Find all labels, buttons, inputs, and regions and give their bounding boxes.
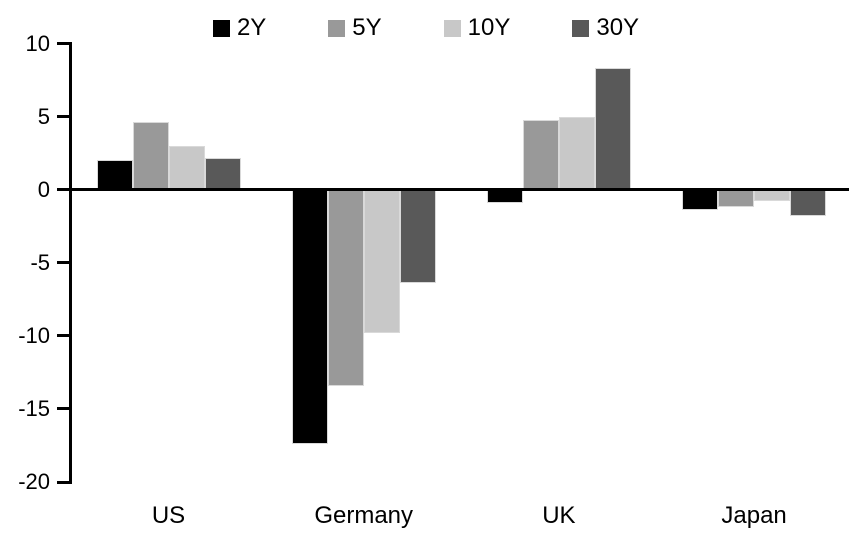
legend-label: 30Y — [596, 14, 640, 41]
bar-us-10y — [168, 145, 205, 190]
bar-germany-2y — [291, 189, 328, 444]
y-axis-tick-label: 5 — [37, 103, 50, 129]
y-axis-tick — [57, 188, 70, 192]
y-axis-tick — [57, 115, 70, 119]
bar-uk-10y — [558, 116, 595, 190]
bar-japan-30y — [790, 189, 827, 216]
bar-us-30y — [204, 157, 241, 190]
bar-japan-5y — [718, 189, 755, 208]
bar-germany-10y — [363, 189, 400, 333]
bar-uk-30y — [594, 68, 631, 190]
y-axis-tick-label: -5 — [30, 249, 50, 275]
legend-swatch-icon — [572, 19, 590, 37]
bar-germany-5y — [327, 189, 364, 386]
legend-item-30y: 30Y — [572, 16, 639, 40]
y-axis-tick — [57, 334, 70, 338]
legend-swatch-icon — [328, 19, 346, 37]
legend-label: 5Y — [352, 14, 382, 41]
y-axis-tick — [57, 261, 70, 265]
y-axis-tick-label: 10 — [25, 30, 50, 56]
legend-item-2y: 2Y — [212, 14, 267, 41]
y-axis-tick — [57, 480, 70, 484]
y-axis-tick — [57, 42, 70, 45]
legend-label: 2Y — [236, 14, 267, 41]
legend-swatch-icon — [212, 19, 230, 37]
y-axis-tick-label: -20 — [18, 469, 50, 494]
y-axis-tick-label: -15 — [18, 395, 50, 421]
category-label-germany: Germany — [314, 502, 414, 529]
category-label-uk: UK — [542, 502, 576, 529]
y-axis-tick-label: -10 — [18, 322, 50, 348]
bar-germany-30y — [399, 189, 436, 284]
bar-uk-5y — [522, 119, 559, 190]
legend-label: 10Y — [467, 14, 511, 41]
legend-item-10y: 10Y — [443, 14, 511, 41]
legend-item-5y: 5Y — [328, 14, 382, 41]
bar-japan-10y — [754, 189, 791, 202]
bar-uk-2y — [486, 189, 523, 203]
legend-swatch-icon — [443, 19, 461, 37]
y-axis-line — [68, 42, 72, 484]
category-label-japan: Japan — [721, 502, 787, 529]
category-label-us: US — [151, 502, 186, 529]
bar-us-2y — [96, 160, 133, 190]
bar-us-5y — [132, 122, 169, 190]
y-axis-tick-label: 0 — [37, 176, 50, 202]
bar-japan-2y — [682, 189, 719, 211]
zero-axis-line — [68, 188, 849, 192]
y-axis-tick — [57, 407, 70, 411]
chart-legend: 2Y 5Y 10Y 30Y — [0, 16, 852, 40]
